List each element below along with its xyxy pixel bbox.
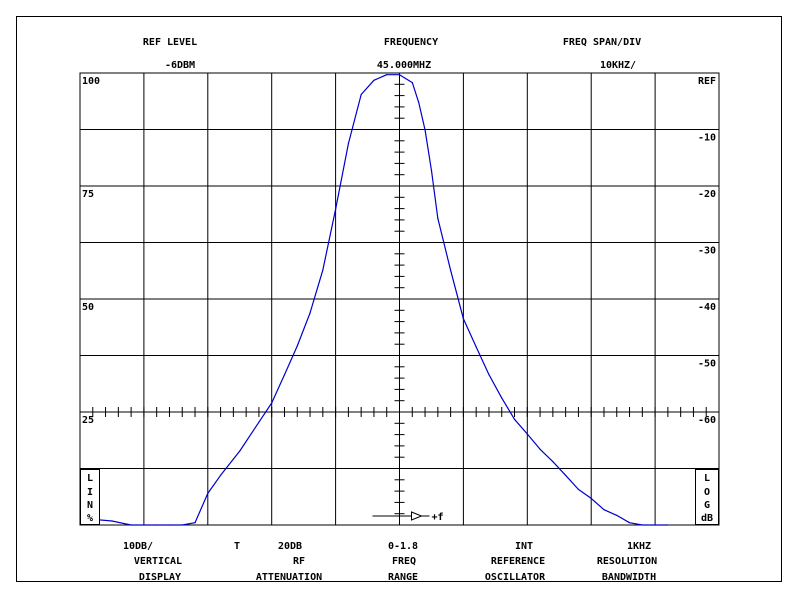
frequency-value: 45.000MHZ	[376, 60, 432, 71]
bandwidth-value: 1KHZ	[626, 541, 652, 552]
trace-point	[577, 488, 580, 490]
trace-point	[654, 524, 656, 526]
trace-point	[437, 217, 439, 219]
trace-point	[462, 318, 464, 320]
ref-level-value: -6DBM	[164, 60, 196, 71]
trace-point	[418, 101, 420, 103]
trace-point	[411, 82, 413, 84]
left-tick-label: 50	[82, 302, 94, 313]
trace-point	[258, 421, 260, 423]
right-tick-label: -40	[698, 302, 716, 313]
log-char: dB	[700, 513, 714, 524]
left-tick-label: 100	[82, 76, 100, 87]
right-tick-label: -50	[698, 359, 716, 370]
trace-point	[296, 345, 298, 347]
trace-point	[194, 522, 196, 524]
trace-point	[501, 397, 503, 399]
trace-point	[424, 129, 426, 131]
freq-range-line1: FREQ	[391, 556, 417, 567]
right-tick-label: -10	[698, 133, 716, 144]
trace-point	[386, 74, 388, 76]
trace-point	[373, 79, 375, 81]
t-marker: T	[233, 541, 241, 552]
trace-point	[347, 143, 349, 145]
lin-char: I	[86, 487, 94, 498]
trace-point	[111, 520, 113, 522]
analyzer-frame	[16, 16, 782, 582]
trace-point	[207, 492, 209, 494]
trace-point	[239, 450, 241, 452]
trace-point	[322, 269, 324, 271]
left-tick-label: 25	[82, 415, 94, 426]
oscillator-line1: REFERENCE	[490, 556, 546, 567]
trace-point	[450, 269, 452, 271]
trace-point	[565, 474, 567, 476]
lin-char: L	[86, 473, 94, 484]
bandwidth-line2: BANDWIDTH	[601, 572, 657, 583]
right-tick-label: -60	[698, 415, 716, 426]
trace-point	[603, 509, 605, 511]
frequency-label: FREQUENCY	[383, 37, 439, 48]
trace-point	[539, 448, 541, 450]
trace-point	[220, 474, 222, 476]
lin-scale-box: L I N %	[80, 469, 100, 525]
spectrum-trace	[79, 74, 668, 526]
marker-label: +f	[432, 512, 444, 523]
vertical-line2: DISPLAY	[138, 572, 182, 583]
lin-char: %	[86, 513, 94, 524]
trace-point	[335, 208, 337, 210]
ref-level-label: REF LEVEL	[142, 37, 198, 48]
trace-point	[488, 374, 490, 376]
span-label: FREQ SPAN/DIV	[562, 37, 642, 48]
right-tick-label: -20	[698, 189, 716, 200]
log-scale-box: L O G dB	[695, 469, 719, 525]
log-char: O	[703, 487, 711, 498]
attenuation-line2: ATTENUATION	[255, 572, 323, 583]
trace-point	[430, 170, 433, 172]
oscillator-line2: OSCILLATOR	[484, 572, 546, 583]
marker-arrow	[411, 511, 423, 521]
trace-point	[590, 497, 592, 499]
log-char: L	[703, 473, 711, 484]
lin-char: N	[86, 500, 94, 511]
trace-point	[309, 312, 311, 314]
trace-point	[475, 346, 477, 348]
span-value: 10KHZ/	[599, 60, 637, 71]
trace-point	[513, 418, 516, 420]
trace-point	[360, 93, 362, 96]
trace-point	[143, 524, 145, 526]
right-tick-label: REF	[698, 76, 716, 87]
log-char: G	[703, 500, 711, 511]
attenuation-value: 20DB	[277, 541, 303, 552]
trace-point	[168, 524, 171, 526]
vertical-line1: VERTICAL	[133, 556, 183, 567]
vertical-value: 10DB/	[122, 541, 154, 552]
trace-point	[526, 433, 528, 435]
left-tick-label: 75	[82, 189, 94, 200]
frequency-marker: +f	[372, 511, 444, 523]
graticule-ticks	[79, 72, 720, 526]
trace-point	[398, 74, 401, 76]
trace-point	[552, 461, 554, 463]
freq-range-line2: RANGE	[387, 572, 419, 583]
trace-point	[156, 524, 158, 526]
trace-point	[271, 402, 273, 404]
trace-point	[628, 522, 631, 524]
freq-range-value: 0-1.8	[387, 541, 419, 552]
trace-point	[667, 524, 669, 526]
right-tick-label: -30	[698, 246, 716, 257]
bandwidth-line1: RESOLUTION	[596, 556, 658, 567]
oscillator-value: INT	[514, 541, 534, 552]
trace-point	[641, 524, 643, 526]
trace-point	[283, 374, 286, 376]
trace-point	[181, 524, 183, 526]
trace-group	[79, 74, 669, 526]
trace-point	[616, 514, 618, 517]
trace-point	[130, 524, 132, 526]
attenuation-line1: RF	[292, 556, 306, 567]
